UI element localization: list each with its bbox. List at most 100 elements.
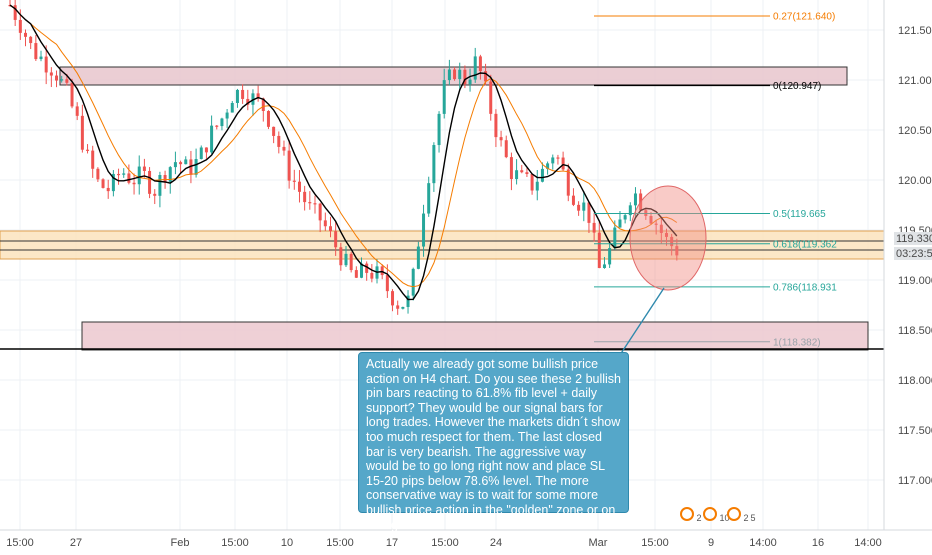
candle-body[interactable] (540, 168, 544, 182)
candle-body[interactable] (422, 213, 426, 247)
candle-body[interactable] (75, 106, 79, 116)
candle-body[interactable] (106, 187, 110, 192)
candle-body[interactable] (654, 223, 658, 225)
candle-body[interactable] (199, 147, 203, 160)
candle-body[interactable] (613, 227, 617, 249)
candle-body[interactable] (246, 98, 250, 105)
candle-body[interactable] (189, 159, 193, 175)
candle-body[interactable] (664, 232, 668, 237)
candle-body[interactable] (122, 173, 126, 175)
candle-body[interactable] (484, 71, 488, 82)
candle-body[interactable] (153, 193, 157, 196)
candle-body[interactable] (597, 232, 601, 268)
candle-body[interactable] (463, 69, 467, 85)
candle-body[interactable] (266, 110, 270, 127)
candle-body[interactable] (535, 181, 539, 191)
candle-body[interactable] (194, 159, 198, 175)
candle-body[interactable] (60, 79, 64, 81)
candle-body[interactable] (360, 263, 364, 278)
candle-body[interactable] (96, 168, 100, 180)
candle-body[interactable] (427, 183, 431, 214)
candle-body[interactable] (313, 203, 317, 205)
candle-body[interactable] (142, 166, 146, 171)
candle-body[interactable] (380, 266, 384, 276)
candle-body[interactable] (453, 69, 457, 80)
candle-body[interactable] (365, 263, 369, 273)
candle-body[interactable] (34, 43, 38, 60)
candle-body[interactable] (101, 179, 105, 188)
candle-body[interactable] (39, 56, 43, 60)
event-badge[interactable]: 10 (703, 507, 730, 525)
candle-body[interactable] (277, 135, 281, 147)
candle-body[interactable] (416, 246, 420, 269)
candle-body[interactable] (91, 150, 95, 169)
candle-body[interactable] (168, 167, 172, 182)
candle-body[interactable] (649, 215, 653, 224)
candle-body[interactable] (509, 157, 513, 180)
candle-body[interactable] (344, 253, 348, 266)
candle-body[interactable] (287, 150, 291, 181)
candle-body[interactable] (489, 81, 493, 114)
candle-body[interactable] (349, 253, 353, 271)
candle-body[interactable] (458, 69, 462, 80)
candle-body[interactable] (220, 118, 224, 127)
candle-body[interactable] (13, 5, 17, 20)
candle-body[interactable] (659, 224, 663, 233)
candle-body[interactable] (530, 174, 534, 191)
candle-body[interactable] (602, 264, 606, 268)
candle-body[interactable] (215, 125, 219, 127)
candle-body[interactable] (225, 112, 229, 119)
candle-body[interactable] (235, 89, 239, 103)
candle-body[interactable] (411, 268, 415, 296)
candle-body[interactable] (546, 163, 550, 169)
candle-body[interactable] (551, 157, 555, 164)
event-badge[interactable]: 2 (680, 507, 702, 525)
candle-body[interactable] (608, 248, 612, 265)
candle-body[interactable] (127, 173, 131, 183)
candle-body[interactable] (292, 180, 296, 182)
candle-body[interactable] (24, 32, 28, 37)
candle-body[interactable] (204, 147, 208, 153)
candle-body[interactable] (561, 157, 565, 170)
candle-body[interactable] (396, 305, 400, 309)
price-axis[interactable] (884, 0, 932, 530)
candle-body[interactable] (354, 270, 358, 278)
candle-body[interactable] (391, 291, 395, 306)
candle-body[interactable] (318, 203, 322, 221)
candle-body[interactable] (297, 181, 301, 192)
candle-body[interactable] (49, 72, 53, 76)
candle-body[interactable] (163, 175, 167, 182)
candle-body[interactable] (406, 295, 410, 307)
candle-body[interactable] (44, 56, 48, 73)
candle-body[interactable] (148, 170, 152, 194)
candle-body[interactable] (520, 170, 524, 173)
candle-body[interactable] (556, 157, 560, 159)
candle-body[interactable] (282, 146, 286, 151)
candle-body[interactable] (256, 93, 260, 99)
candle-body[interactable] (241, 89, 245, 99)
candle-body[interactable] (65, 79, 69, 83)
candle-body[interactable] (80, 115, 84, 150)
candle-body[interactable] (437, 113, 441, 146)
candle-body[interactable] (18, 19, 22, 33)
candle-body[interactable] (447, 69, 451, 81)
candle-body[interactable] (628, 205, 632, 216)
candle-body[interactable] (308, 202, 312, 204)
candle-body[interactable] (137, 166, 141, 185)
candle-body[interactable] (323, 220, 327, 227)
candle-body[interactable] (385, 275, 389, 292)
candle-body[interactable] (515, 170, 519, 180)
candle-body[interactable] (525, 172, 529, 175)
candle-body[interactable] (370, 272, 374, 279)
candle-body[interactable] (117, 173, 121, 176)
candle-body[interactable] (468, 79, 472, 85)
candle-body[interactable] (577, 204, 581, 211)
candle-body[interactable] (334, 231, 338, 248)
candle-body[interactable] (442, 80, 446, 114)
candle-body[interactable] (132, 182, 136, 185)
candle-body[interactable] (432, 145, 436, 184)
candle-body[interactable] (111, 173, 115, 192)
